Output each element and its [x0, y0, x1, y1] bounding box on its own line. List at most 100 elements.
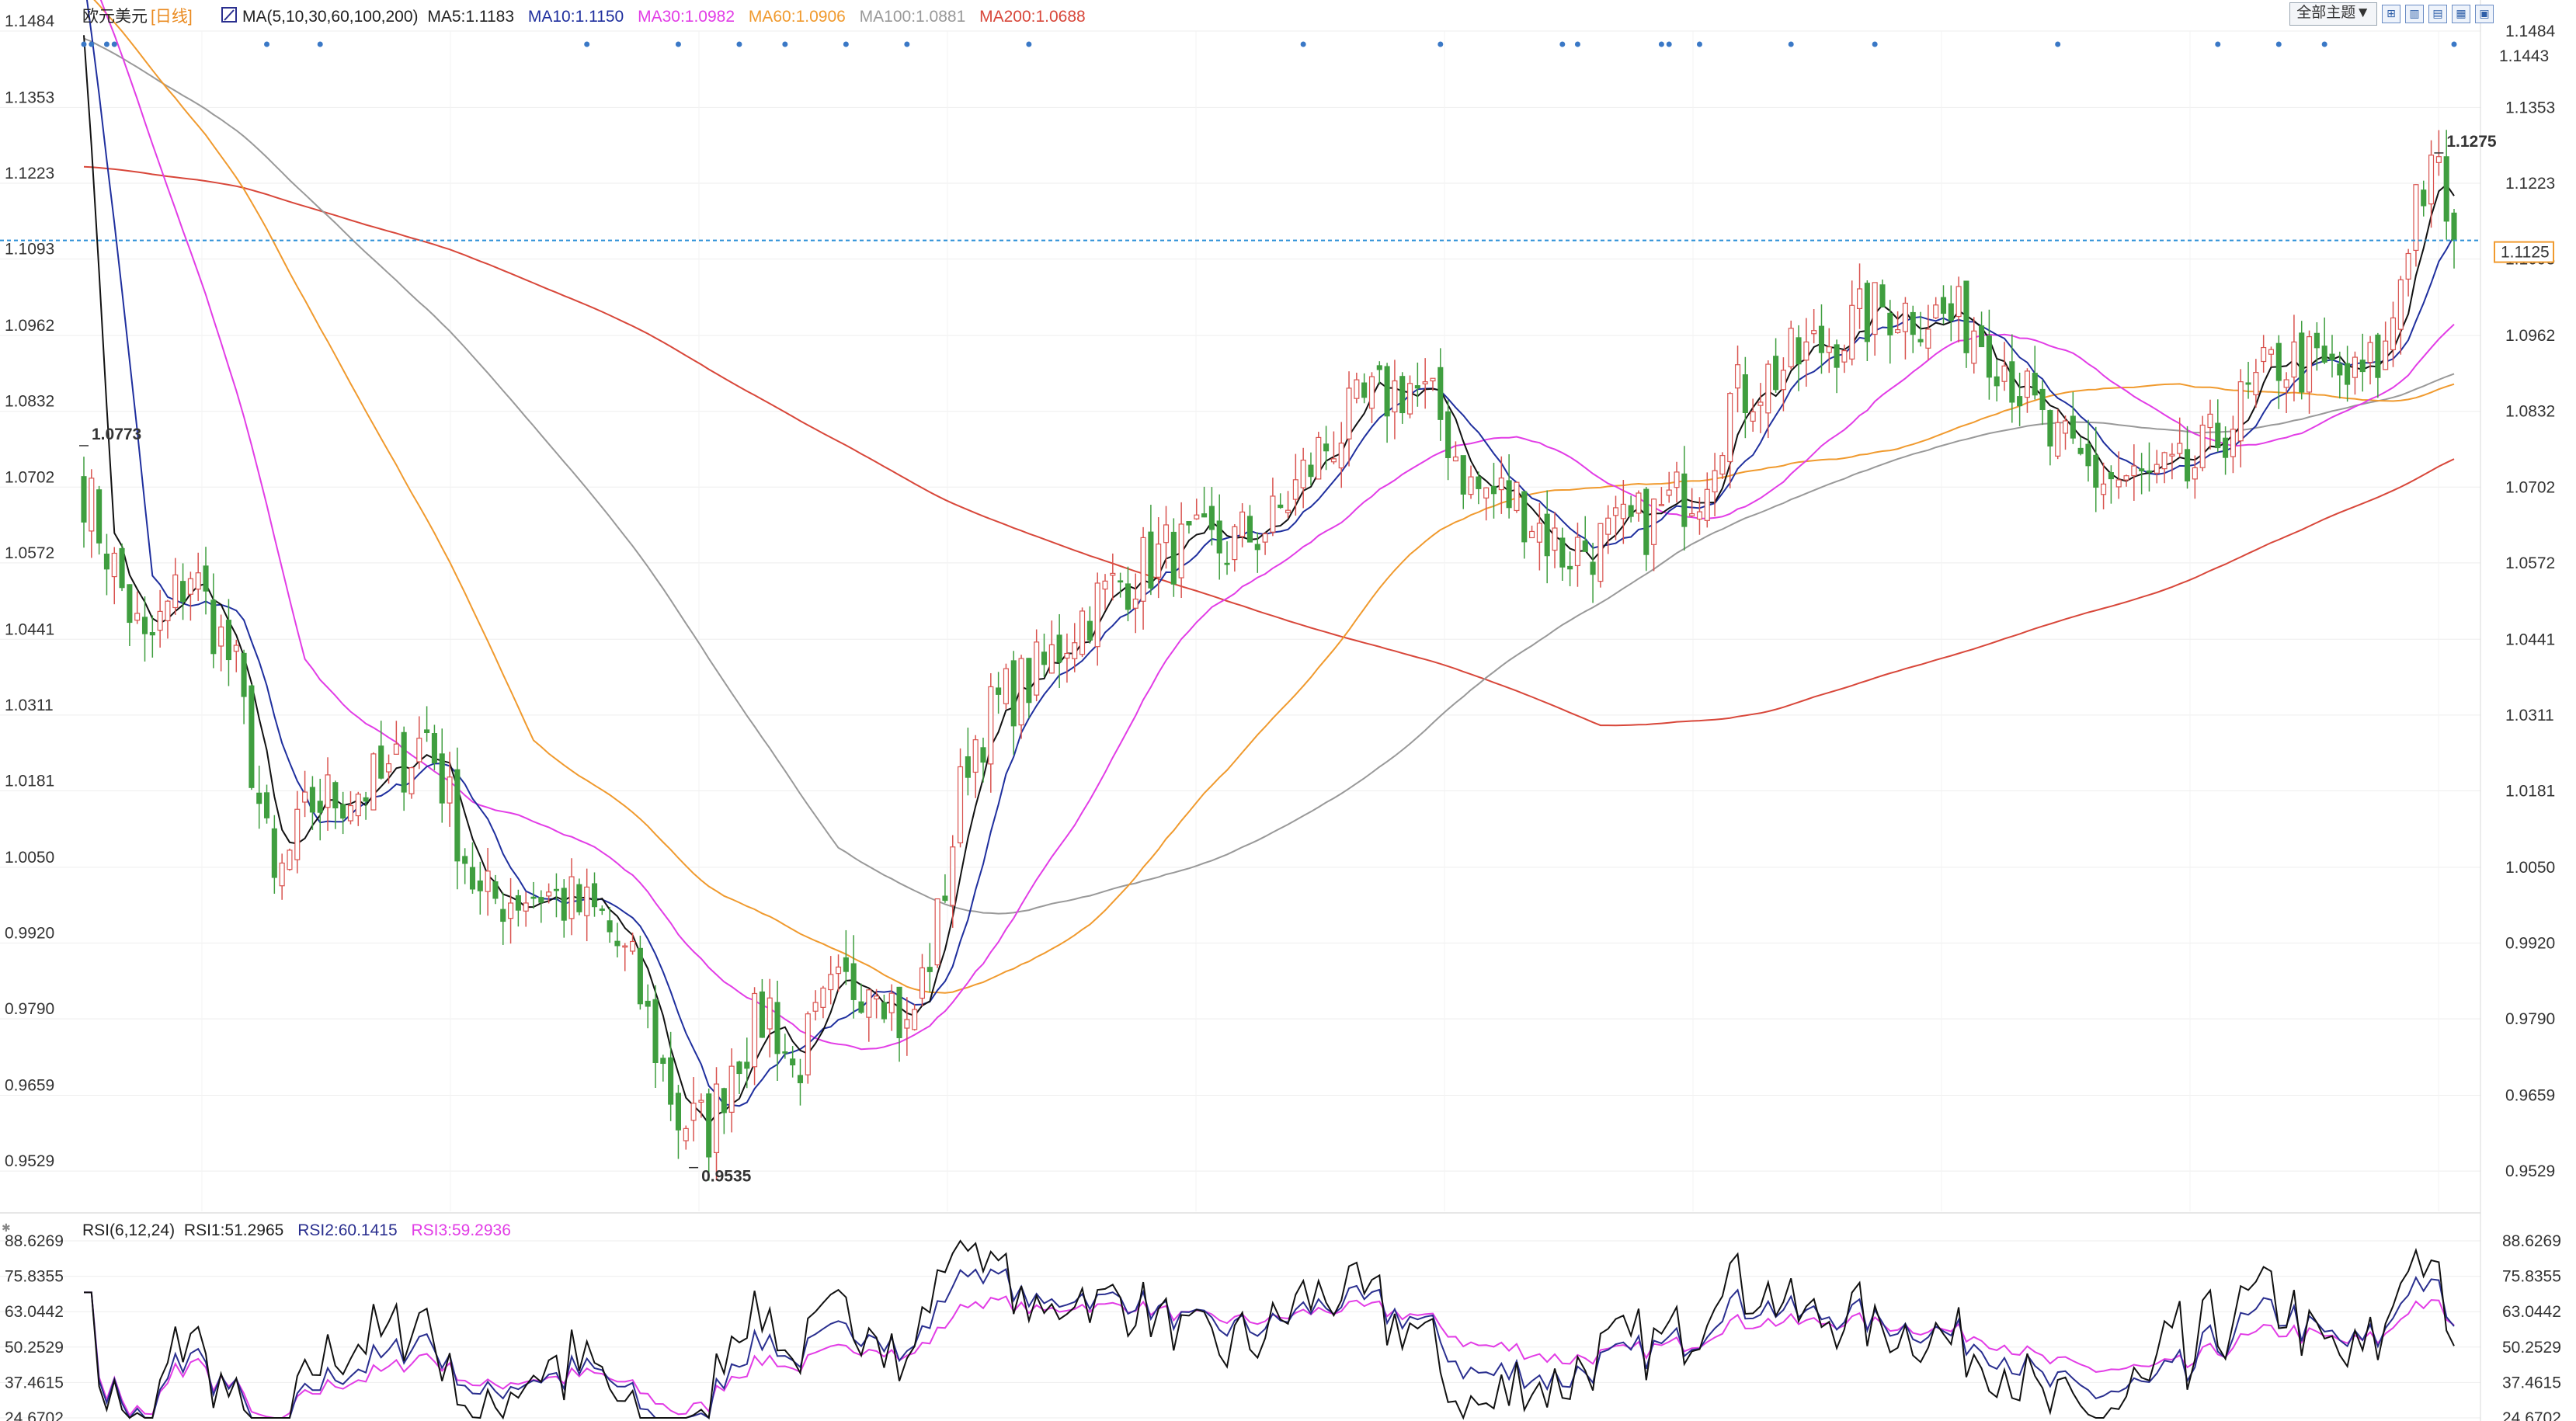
candle-body: [1590, 561, 1596, 575]
candle-body: [698, 1100, 704, 1103]
event-dot: [1300, 41, 1306, 47]
candle-body: [2199, 424, 2206, 468]
candle-body: [2375, 334, 2381, 378]
candle-body: [1536, 523, 1542, 543]
rsi1-line: [84, 1239, 2455, 1420]
price-tick-label: 1.0441: [2505, 631, 2555, 648]
rsi2-line: [84, 1268, 2455, 1419]
candle-body: [926, 967, 933, 972]
candle-body: [127, 584, 133, 624]
candle-body: [2169, 453, 2175, 457]
expand-icon[interactable]: ⊞: [2382, 5, 2400, 23]
rsi-tick-label-left: 50.2529: [5, 1339, 64, 1357]
rsi-grid: 88.6269 88.6269 75.8355 75.8355 63.0442 63.04…: [0, 1232, 2561, 1421]
candle-body: [1605, 517, 1611, 535]
ma100-value: MA100:1.0881: [860, 8, 966, 26]
ma-legend-icon[interactable]: [221, 7, 237, 23]
candle-body: [2009, 361, 2015, 403]
candle-body: [1330, 458, 1337, 463]
candle-body: [2085, 443, 2091, 467]
price-tick-label-left: 0.9659: [5, 1077, 54, 1095]
price-tick-label-left: 0.9790: [5, 1000, 54, 1018]
price-tick-label: 1.1484: [2505, 23, 2556, 40]
candle-body: [1773, 356, 1779, 391]
candle-body: [1895, 328, 1901, 333]
candle-body: [2184, 449, 2191, 481]
candle-body: [660, 1058, 666, 1065]
candle-body: [1971, 330, 1977, 364]
candle-body: [942, 895, 948, 902]
candle-body: [1460, 455, 1466, 495]
price-tick-label: 1.1353: [2505, 99, 2555, 116]
candle-body: [1262, 533, 1268, 543]
candle-body: [599, 909, 605, 911]
candle-body: [2115, 479, 2122, 488]
candle-body: [912, 1009, 918, 1030]
candle-body: [157, 610, 163, 631]
rsi-legend: RSI(6,12,24) RSI1:51.2965 RSI2:60.1415 R…: [82, 1221, 511, 1239]
candle-body: [1498, 478, 1504, 491]
candle-body: [1483, 487, 1490, 499]
candle-body: [1689, 512, 1695, 516]
rsi-lines: [84, 1239, 2455, 1420]
candle-body: [713, 1083, 720, 1154]
event-dot: [2275, 41, 2282, 47]
candle-body: [477, 880, 483, 891]
ma200-value: MA200:1.0688: [979, 8, 1086, 26]
start-annotation: 1.0773: [92, 426, 141, 443]
candle-body: [1780, 370, 1786, 391]
settings-icon[interactable]: ✱: [2, 1222, 11, 1235]
candle-body: [2077, 447, 2084, 454]
rsi2-value: RSI2:60.1415: [297, 1221, 397, 1239]
candle-body: [340, 804, 346, 819]
candle-body: [1994, 376, 2000, 387]
candle-body: [2123, 475, 2129, 481]
candle-body: [1674, 471, 1680, 488]
candle-body: [2093, 454, 2099, 488]
high-annotation: 1.1275: [2446, 133, 2497, 151]
candle-body: [1270, 495, 1276, 533]
candle-body: [1582, 540, 1588, 552]
event-dot: [1788, 41, 1794, 47]
candle-body: [515, 895, 521, 911]
candle-body: [1056, 634, 1062, 663]
rsi-tick-label-left: 37.4615: [5, 1374, 64, 1391]
event-dot: [2321, 41, 2327, 47]
candle-body: [1872, 282, 1878, 335]
candle-body: [2070, 415, 2076, 439]
candle-body: [843, 957, 849, 972]
candle-body: [1048, 644, 1055, 674]
price-tick-label: 0.9790: [2505, 1010, 2555, 1028]
candle-body: [2291, 341, 2297, 378]
candle-body: [1072, 642, 1078, 659]
candle-body: [2451, 212, 2457, 241]
layout-icon-2[interactable]: ▤: [2428, 5, 2447, 23]
candle-body: [652, 999, 659, 1063]
event-dot: [904, 41, 910, 47]
rsi-tick-label: 63.0442: [2502, 1303, 2561, 1321]
candle-body: [1316, 436, 1322, 480]
candle-body: [2017, 396, 2023, 407]
layout-icon-1[interactable]: ▥: [2405, 5, 2424, 23]
candle-body: [607, 920, 613, 933]
candle-body: [996, 687, 1002, 695]
layout-icon-3[interactable]: ▦: [2452, 5, 2470, 23]
candle-body: [2261, 346, 2267, 363]
candle-body: [416, 738, 422, 763]
ma200-line: [83, 165, 2455, 727]
layout-icon-4[interactable]: ▣: [2475, 5, 2494, 23]
candle-body: [1696, 511, 1703, 520]
candle-body: [622, 945, 628, 948]
price-tick-label: 0.9659: [2505, 1087, 2555, 1105]
candle-body: [1727, 393, 1733, 463]
event-dots: [81, 41, 2457, 47]
candle-body: [1239, 511, 1246, 537]
candle-body: [958, 766, 964, 844]
candle-body: [2215, 422, 2221, 449]
candle-body: [2443, 156, 2449, 222]
theme-selector-button[interactable]: 全部主题▼: [2289, 2, 2377, 26]
event-dot: [1437, 41, 1444, 47]
ma10-line: [85, 0, 2455, 1107]
event-dot: [317, 41, 323, 47]
